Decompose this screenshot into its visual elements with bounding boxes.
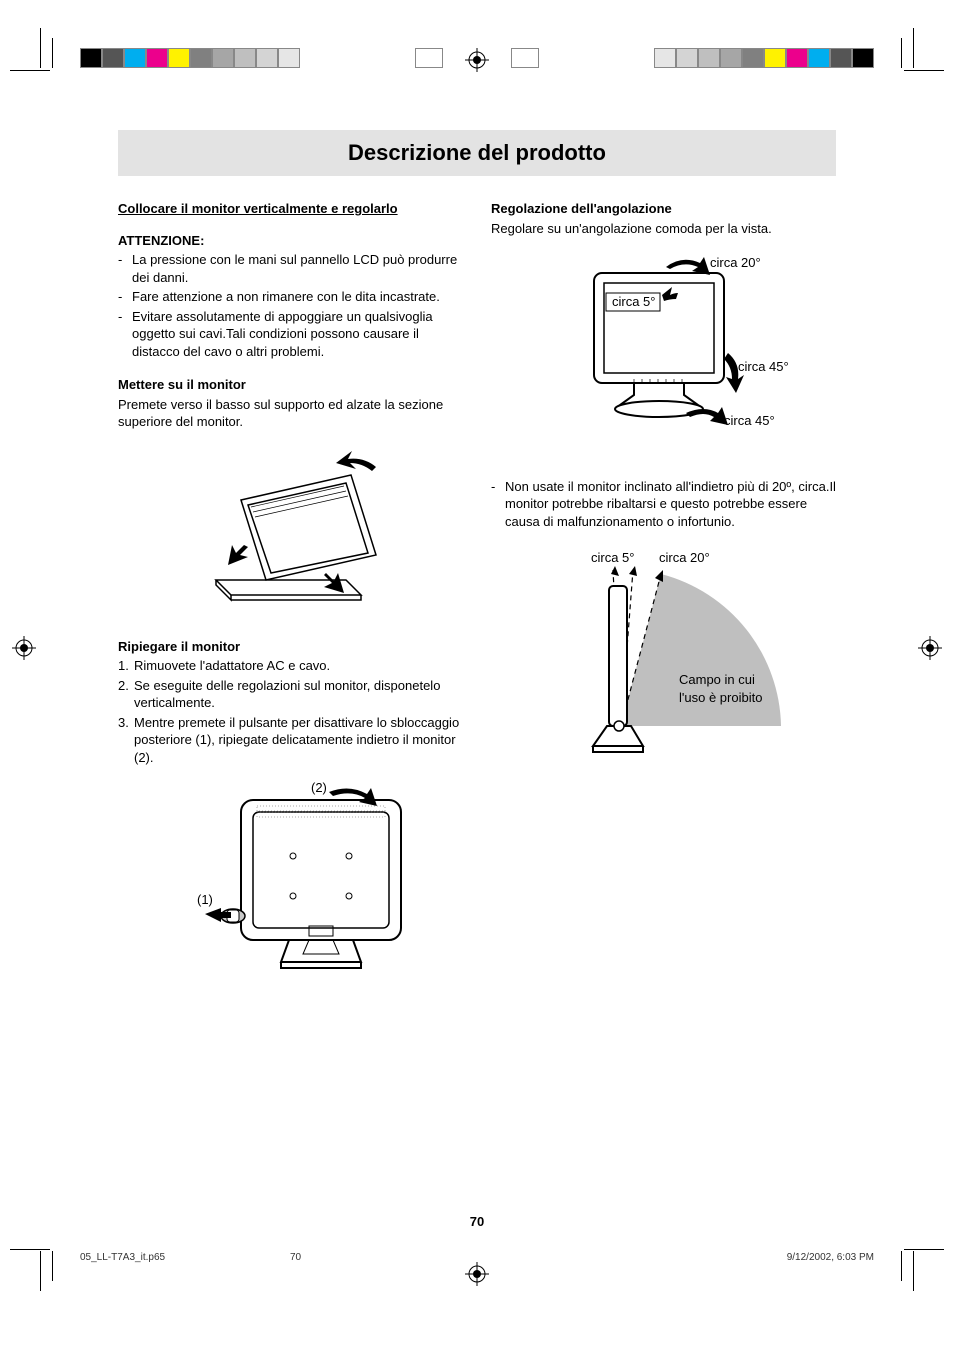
right-column: Regolazione dell'angolazione Regolare su… xyxy=(491,200,836,1009)
page-number: 70 xyxy=(0,1214,954,1229)
figure-forbidden-zone: circa 5° circa 20° xyxy=(491,546,836,781)
content-area: Descrizione del prodotto Collocare il mo… xyxy=(118,130,836,1009)
figure-raise-monitor xyxy=(118,445,463,620)
fig2-label-1: (1) xyxy=(197,892,213,907)
list-item: -La pressione con le mani sul pannello L… xyxy=(118,251,463,286)
bottom-crop-marks xyxy=(0,1241,954,1281)
page-title: Descrizione del prodotto xyxy=(118,140,836,166)
angle-heading: Regolazione dell'angolazione xyxy=(491,200,836,218)
color-bar-left xyxy=(80,48,300,68)
list-item: 3.Mentre premete il pulsante per disatti… xyxy=(118,714,463,767)
fold-steps: 1.Rimuovete l'adattatore AC e cavo. 2.Se… xyxy=(118,657,463,766)
page-root: Descrizione del prodotto Collocare il mo… xyxy=(0,0,954,1351)
list-item: -Evitare assolutamente di appoggiare un … xyxy=(118,308,463,361)
list-item: 1.Rimuovete l'adattatore AC e cavo. xyxy=(118,657,463,675)
fig3-a45b: circa 45° xyxy=(724,413,775,428)
left-column: Collocare il monitor verticalmente e reg… xyxy=(118,200,463,1009)
attention-label: ATTENZIONE: xyxy=(118,232,463,250)
title-bar: Descrizione del prodotto xyxy=(118,130,836,176)
figure-tilt-angles: circa 5° circa 20° circa 45° xyxy=(491,245,836,460)
fig2-label-2: (2) xyxy=(311,780,327,795)
fig3-a20: circa 20° xyxy=(710,255,761,270)
fig4-a5: circa 5° xyxy=(591,550,635,565)
fig3-a5: circa 5° xyxy=(612,294,656,309)
list-item: 2.Se eseguite delle regolazioni sul moni… xyxy=(118,677,463,712)
gap-box-right xyxy=(511,48,539,68)
fig4-a20: circa 20° xyxy=(659,550,710,565)
fig4-forbidden-1: Campo in cui xyxy=(679,672,755,687)
list-item: -Fare attenzione a non rimanere con le d… xyxy=(118,288,463,306)
registration-mark-right-icon xyxy=(918,636,942,660)
fig4-forbidden-2: l'uso è proibito xyxy=(679,690,762,705)
gap-box-left xyxy=(415,48,443,68)
registration-mark-left-icon xyxy=(12,636,36,660)
fold-heading: Ripiegare il monitor xyxy=(118,638,463,656)
figure-fold-monitor: (2) (1) xyxy=(118,776,463,991)
raise-text: Premete verso il basso sul supporto ed a… xyxy=(118,396,463,431)
list-item: -Non usate il monitor inclinato all'indi… xyxy=(491,478,836,531)
angle-text: Regolare su un'angolazione comoda per la… xyxy=(491,220,836,238)
color-bar-right xyxy=(654,48,874,68)
registration-mark-icon xyxy=(465,48,489,72)
raise-heading: Mettere su il monitor xyxy=(118,376,463,394)
tilt-warning: -Non usate il monitor inclinato all'indi… xyxy=(491,478,836,531)
columns: Collocare il monitor verticalmente e reg… xyxy=(118,200,836,1009)
fig3-a45a: circa 45° xyxy=(738,359,789,374)
left-heading: Collocare il monitor verticalmente e reg… xyxy=(118,200,463,218)
attention-list: -La pressione con le mani sul pannello L… xyxy=(118,251,463,360)
